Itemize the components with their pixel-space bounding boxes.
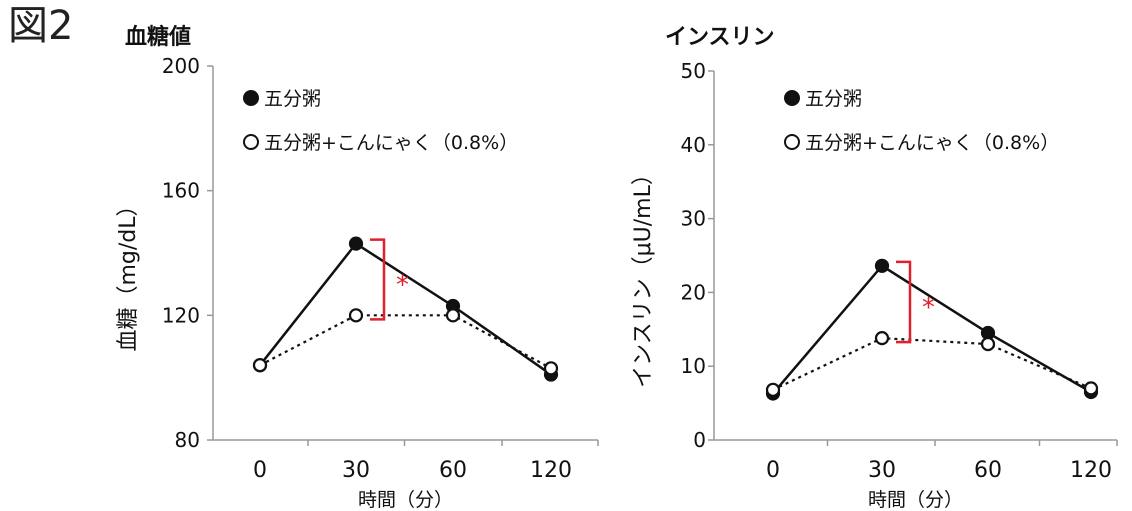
legend-marker-1	[784, 90, 800, 106]
legend-label-2: 五分粥+こんにゃく（0.8%）	[264, 132, 518, 154]
figure-label: 図2	[8, 3, 74, 49]
significance-marker: *	[396, 270, 409, 300]
x-tick-label: 120	[530, 458, 572, 483]
legend-label-2: 五分粥+こんにゃく（0.8%）	[805, 132, 1059, 154]
x-tick-label: 0	[766, 458, 780, 483]
data-point-series-2	[1083, 381, 1099, 396]
series-line-2	[772, 337, 1092, 391]
x-tick-label: 120	[1070, 458, 1112, 483]
y-axis-label: インスリン（μU/mL）	[631, 163, 656, 388]
series-line-2	[259, 314, 552, 370]
data-point-series-1	[348, 236, 364, 251]
y-axis-label: 血糖（mg/dL）	[116, 194, 141, 351]
y-tick-label: 40	[681, 133, 706, 157]
data-point-series-2	[980, 336, 996, 352]
data-point-series-2	[874, 331, 890, 346]
data-point-series-2	[348, 308, 364, 323]
significance-bracket	[370, 238, 386, 321]
x-tick-label: 30	[342, 458, 370, 483]
data-point-series-2	[252, 358, 268, 373]
blood-glucose-chart: 血糖値 200 160 120 80 0 30 60 120 時間（分） 血糖（mg/dL） * 五分粥…	[116, 24, 599, 511]
significance-bracket	[896, 260, 912, 344]
legend-label-1: 五分粥	[264, 88, 321, 110]
x-axis-label: 時間（分）	[358, 489, 453, 511]
y-tick-label: 10	[681, 354, 706, 378]
insulin-chart: インスリン 50 40 30 20 10 0 0 30 60 120 時間（分） インスリン（μU/mL…	[631, 25, 1118, 511]
y-tick-label: 50	[681, 59, 706, 83]
series-line-1	[772, 264, 1092, 395]
y-tick-label: 120	[162, 303, 200, 327]
legend-marker-1	[243, 90, 259, 106]
chart-title: 血糖値	[125, 24, 191, 50]
y-tick-label: 80	[175, 428, 200, 452]
y-tick-label: 160	[162, 179, 200, 203]
y-tick-label: 20	[681, 280, 706, 304]
data-point-series-2	[765, 382, 781, 397]
significance-marker: *	[922, 293, 935, 323]
data-point-series-2	[445, 308, 461, 323]
legend-label-1: 五分粥	[805, 88, 862, 110]
y-tick-label: 0	[693, 428, 706, 452]
x-tick-label: 60	[974, 458, 1002, 483]
data-point-series-2	[543, 361, 559, 376]
y-tick-label: 200	[162, 54, 200, 78]
y-tick-label: 30	[681, 207, 706, 231]
chart-title: インスリン	[665, 25, 775, 50]
data-point-series-1	[874, 258, 890, 273]
x-tick-label: 60	[439, 458, 467, 483]
legend-marker-2	[243, 134, 259, 150]
legend-marker-2	[784, 134, 800, 150]
x-tick-label: 0	[253, 458, 267, 483]
series-line-1	[259, 241, 552, 376]
x-tick-label: 30	[868, 458, 896, 483]
x-axis-label: 時間（分）	[868, 489, 963, 511]
